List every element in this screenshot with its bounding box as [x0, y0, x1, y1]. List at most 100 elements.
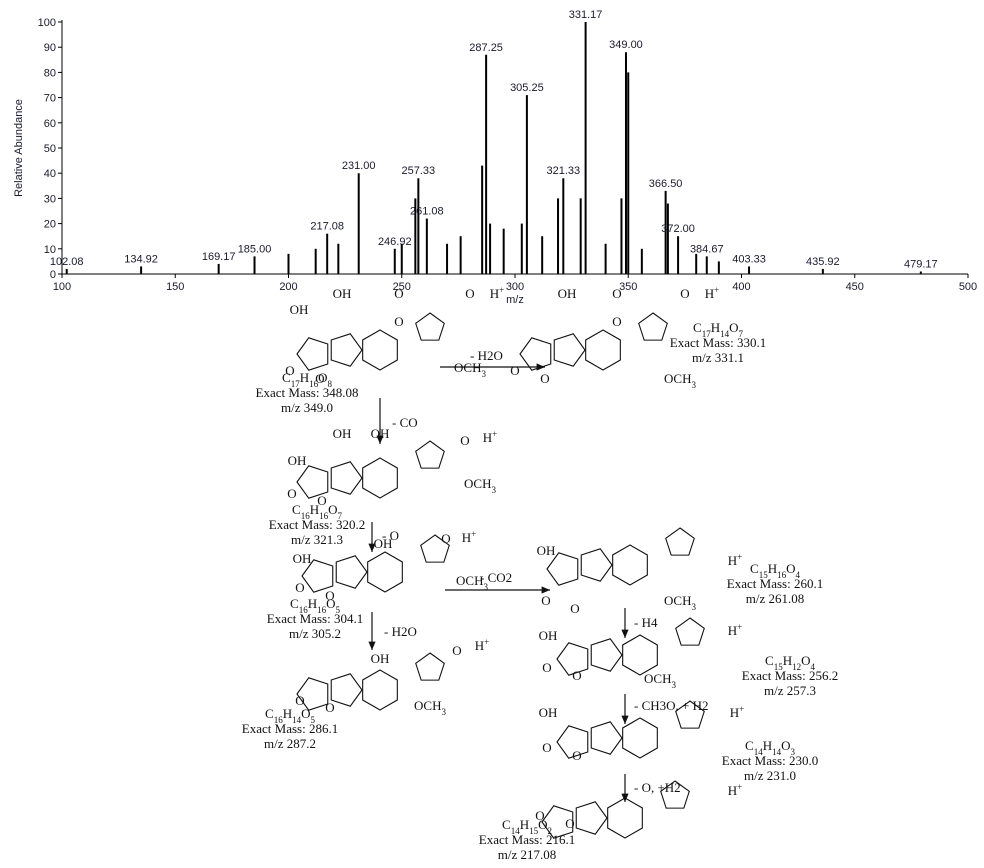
step-label: - H2O: [384, 624, 417, 639]
compound-mass: Exact Mass: 304.1: [267, 611, 363, 626]
compound-mass: Exact Mass: 286.1: [242, 721, 338, 736]
y-tick-label: 80: [44, 67, 56, 79]
atom-label: H+: [730, 704, 744, 720]
y-tick-label: 50: [44, 143, 56, 155]
atom-label: O: [394, 314, 403, 329]
peak-label: 479.17: [904, 258, 938, 270]
compound-mz: m/z 321.3: [291, 532, 343, 547]
atom-label: O: [325, 588, 334, 603]
compound-mass: Exact Mass: 256.2: [742, 668, 838, 683]
ring: [666, 528, 695, 555]
x-tick-label: 450: [846, 281, 864, 293]
compound-mass: Exact Mass: 348.08: [256, 385, 359, 400]
peak-label: 349.00: [609, 39, 643, 51]
ring: [331, 334, 362, 366]
atom-label: OH: [288, 453, 307, 468]
y-tick-label: 60: [44, 118, 56, 130]
y-tick-label: 20: [44, 219, 56, 231]
compound-mz: m/z 305.2: [289, 626, 341, 641]
peak-label: 372.00: [661, 223, 695, 235]
ring: [623, 718, 658, 758]
atom-label: OH: [537, 543, 556, 558]
atom-label: O: [570, 601, 579, 616]
step-label: - CO: [392, 415, 418, 430]
ring: [297, 338, 328, 370]
step-label: - H4: [634, 615, 658, 630]
atom-label: H+: [728, 622, 742, 638]
atom-label: OCH3: [644, 671, 676, 690]
atom-label: O: [317, 493, 326, 508]
atom-label: OH: [333, 286, 352, 301]
atom-label: O: [612, 286, 621, 301]
peak-label: 246.92: [378, 236, 412, 248]
compound-mz: m/z 331.1: [692, 350, 744, 365]
fragmentation-scheme: - H2O - CO - O - H2O - CO2 - H4 - CH3O, …: [242, 285, 838, 862]
step-label: - CH3O, + H2: [634, 698, 709, 713]
x-tick-label: 100: [53, 281, 71, 293]
compound-mass: Exact Mass: 216.1: [479, 832, 575, 847]
atom-label: O: [612, 314, 621, 329]
atom-label: O: [572, 748, 581, 763]
ring: [676, 618, 705, 645]
y-tick-label: 10: [44, 244, 56, 256]
atom-label: O: [285, 363, 294, 378]
ring: [554, 334, 585, 366]
atom-label: H+: [490, 285, 504, 301]
ring: [331, 674, 362, 706]
atom-label: OCH3: [414, 698, 446, 717]
peak-label: 257.33: [402, 165, 436, 177]
atom-label: O: [565, 816, 574, 831]
peak-label: 384.67: [690, 243, 724, 255]
atom-label: O: [510, 363, 519, 378]
ring: [586, 330, 621, 370]
ring: [576, 802, 607, 834]
atom-label: H+: [475, 637, 489, 653]
atom-label: OH: [371, 426, 390, 441]
peak-label: 134.92: [124, 253, 158, 265]
atom-label: O: [452, 643, 461, 658]
atom-label: OH: [374, 536, 393, 551]
ring: [331, 462, 362, 494]
ring: [639, 313, 668, 340]
ring: [520, 338, 551, 370]
atom-label: H+: [728, 552, 742, 568]
atom-label: H+: [728, 782, 742, 798]
peak-label: 403.33: [732, 253, 766, 265]
ring: [416, 441, 445, 468]
y-tick-label: 40: [44, 168, 56, 180]
atom-label: OH: [371, 651, 390, 666]
x-axis-label: m/z: [506, 294, 524, 306]
atom-label: OH: [290, 302, 309, 317]
atom-label: OH: [539, 628, 558, 643]
compound-mass: Exact Mass: 320.2: [269, 517, 365, 532]
peak-label: 435.92: [806, 256, 840, 268]
atom-label: OH: [333, 426, 352, 441]
ring: [336, 556, 367, 588]
x-tick-label: 500: [959, 281, 977, 293]
peak-label: 366.50: [649, 178, 683, 190]
atom-label: O: [542, 660, 551, 675]
atom-label: O: [394, 286, 403, 301]
atom-label: O: [680, 286, 689, 301]
peak-label: 287.25: [469, 42, 503, 54]
atom-label: O: [535, 808, 544, 823]
x-tick-label: 300: [506, 281, 524, 293]
ring: [591, 639, 622, 671]
atom-label: H+: [705, 285, 719, 301]
atom-label: O: [325, 700, 334, 715]
peak-label: 169.17: [202, 251, 236, 263]
atom-label: OCH3: [664, 593, 696, 612]
atom-label: O: [540, 371, 549, 386]
y-tick-label: 0: [50, 269, 56, 281]
compound-mz: m/z 257.3: [764, 683, 816, 698]
y-tick-label: 90: [44, 42, 56, 54]
atom-label: O: [572, 668, 581, 683]
y-tick-label: 70: [44, 93, 56, 105]
ring: [363, 670, 398, 710]
atom-label: O: [287, 486, 296, 501]
atom-label: OH: [539, 705, 558, 720]
y-axis-label: Relative Abundance: [13, 99, 25, 197]
atom-label: O: [441, 531, 450, 546]
compound-mz: m/z 231.0: [744, 768, 796, 783]
peak-label: 231.00: [342, 160, 376, 172]
